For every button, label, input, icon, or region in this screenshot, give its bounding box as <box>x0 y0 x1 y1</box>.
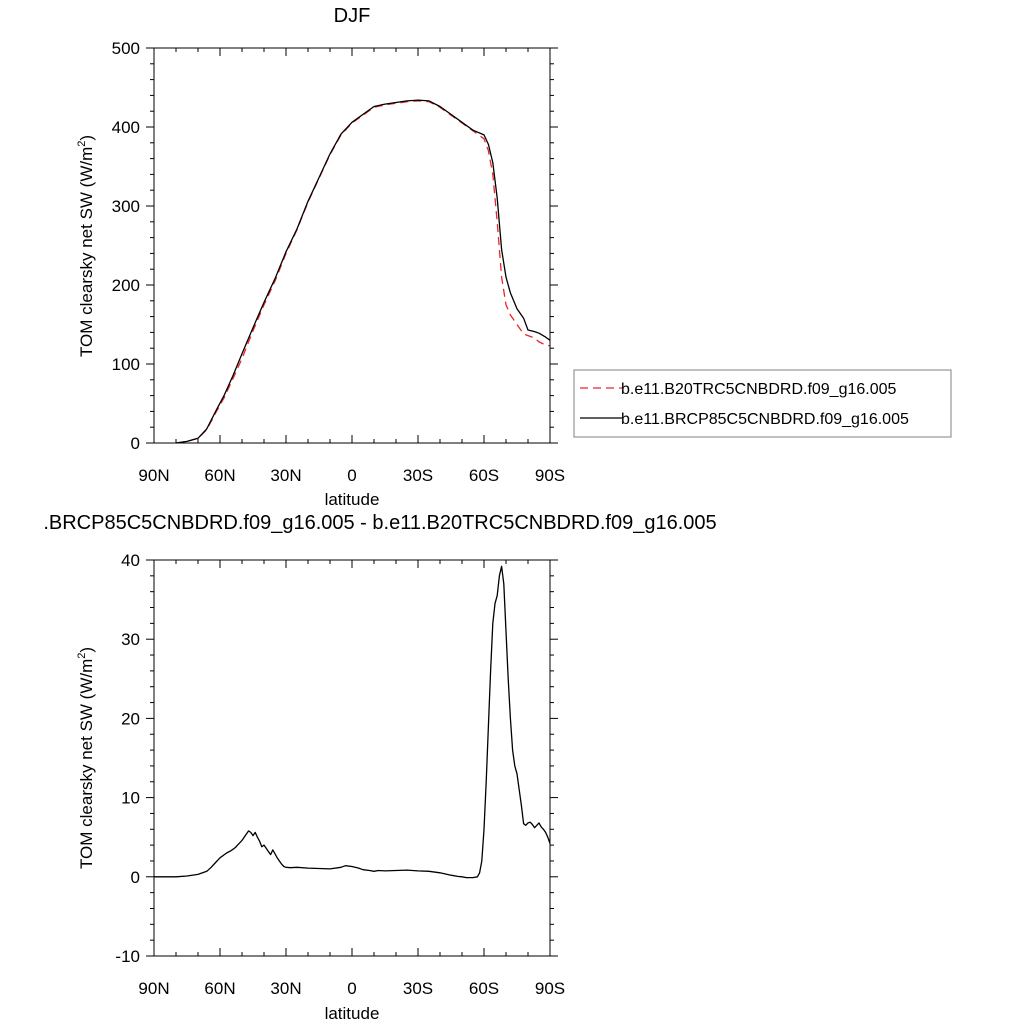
bottom-y-tick-label: 40 <box>121 551 140 570</box>
bottom-y-axis-title: TOM clearsky net SW (W/m2) <box>76 647 96 869</box>
top-x-tick-label: 90N <box>138 466 169 485</box>
top-y-tick-label: 400 <box>112 118 140 137</box>
top-y-axis-title-main: TOM clearsky net SW (W/m <box>77 147 96 357</box>
bottom-y-tick-label: 0 <box>131 868 140 887</box>
top-panel: DJF 90N 60N 30N 0 30S 60S 90S0100200300400500 … <box>76 5 952 509</box>
top-y-tick-label: 500 <box>112 39 140 58</box>
top-series-group <box>175 99 551 444</box>
bottom-panel-title: .BRCP85C5CNBDRD.f09_g16.005 - b.e11.B20T… <box>43 512 716 534</box>
bottom-x-tick-label: 90N <box>138 979 169 998</box>
bottom-y-axis-title-end: ) <box>77 647 96 653</box>
top-series-2-line <box>175 99 551 444</box>
bottom-panel: .BRCP85C5CNBDRD.f09_g16.005 - b.e11.B20T… <box>43 512 716 1023</box>
bottom-x-axis-title: latitude <box>325 1004 380 1023</box>
bottom-y-axis-title-main: TOM clearsky net SW (W/m <box>77 659 96 869</box>
top-ticks-group: 90N 60N 30N 0 30S 60S 90S 0 100 200 300 400 500 <box>112 39 566 485</box>
top-plot-frame <box>153 47 551 444</box>
top-y-tick-label: 200 <box>112 276 140 295</box>
bottom-ticks-group: 90N 60N 30N 0 30S 60S 90S -10 0 10 20 30 40 <box>115 551 565 998</box>
top-x-tick-label: 60N <box>204 466 235 485</box>
legend-label-series-2: b.e11.BRCP85C5CNBDRD.f09_g16.005 <box>621 411 909 428</box>
top-y-tick-label: 0 <box>131 434 140 453</box>
bottom-x-tick-label: 60S <box>469 979 499 998</box>
bottom-x-tick-label: 90S <box>535 979 565 998</box>
bottom-x-tick-label: 30S <box>403 979 433 998</box>
top-y-tick-label: 300 <box>112 197 140 216</box>
top-series-1-line <box>175 100 551 444</box>
top-y-tick-label: 100 <box>112 355 140 374</box>
top-y-axis-title-end: ) <box>77 135 96 141</box>
bottom-x-tick-label: 30N <box>270 979 301 998</box>
bottom-x-tick-label: 0 <box>347 979 356 998</box>
bottom-y-tick-label: -10 <box>115 947 140 966</box>
top-x-tick-label: 30N <box>270 466 301 485</box>
bottom-plot-frame <box>153 559 551 957</box>
bottom-x-tick-label: 60N <box>204 979 235 998</box>
top-y-axis-title: TOM clearsky net SW (W/m2) <box>76 135 96 357</box>
legend-label-series-1: b.e11.B20TRC5CNBDRD.f09_g16.005 <box>621 381 897 398</box>
top-x-axis-title: latitude <box>325 490 380 509</box>
bottom-y-tick-label: 30 <box>121 630 140 649</box>
bottom-y-axis-title-sup: 2 <box>76 653 88 659</box>
legend-box <box>573 369 952 438</box>
top-y-axis-title-sup: 2 <box>76 141 88 147</box>
legend: b.e11.B20TRC5CNBDRD.f09_g16.005 b.e11.BR… <box>573 369 952 438</box>
top-x-tick-label: 90S <box>535 466 565 485</box>
top-x-tick-label: 60S <box>469 466 499 485</box>
bottom-y-tick-label: 10 <box>121 789 140 808</box>
top-x-tick-label: 0 <box>347 466 356 485</box>
bottom-y-tick-label: 20 <box>121 709 140 728</box>
bottom-series-group <box>154 565 551 879</box>
top-x-tick-label: 30S <box>403 466 433 485</box>
top-panel-title: DJF <box>334 5 371 27</box>
bottom-series-1-line <box>154 565 551 879</box>
